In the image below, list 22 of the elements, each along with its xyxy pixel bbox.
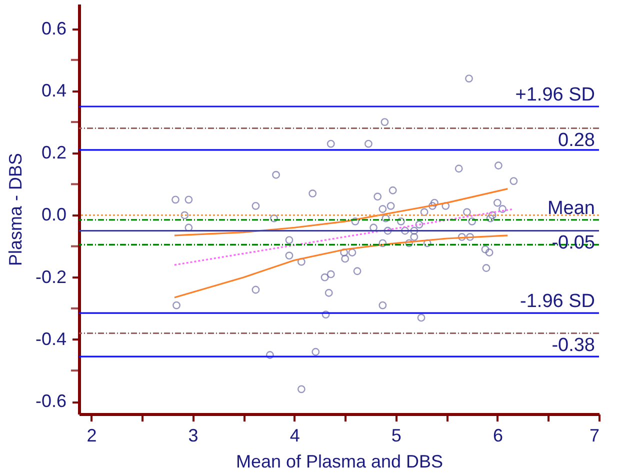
y-tick-label: -0.2 [35,266,66,287]
x-tick-label: 2 [86,426,97,446]
x-tick-label: 4 [290,426,300,446]
y-tick-label: 0.6 [41,18,66,38]
y-tick-label: -0.6 [35,391,66,412]
line-series [174,234,508,298]
annotation: -0.38 [552,335,595,356]
x-tick-label: 5 [391,426,402,446]
x-tick-label: 7 [589,426,600,446]
y-tick-label: 0.4 [41,80,66,100]
x-tick-label: 6 [492,426,503,446]
ref-line-label: -1.96 SD [520,291,595,312]
ref-line-label: +1.96 SD [515,84,595,106]
y-tick-label: 0.0 [41,204,66,225]
y-axis-title: Plasma - DBS [5,152,26,266]
y-tick-label: -0.4 [35,328,66,349]
ref-line-label: Mean [547,198,595,219]
x-tick-label: 3 [188,426,198,446]
y-tick-label: 0.2 [41,142,66,163]
x-axis-title: Mean of Plasma and DBS [236,452,444,472]
annotation: 0.28 [558,130,595,152]
line-series [174,188,508,236]
